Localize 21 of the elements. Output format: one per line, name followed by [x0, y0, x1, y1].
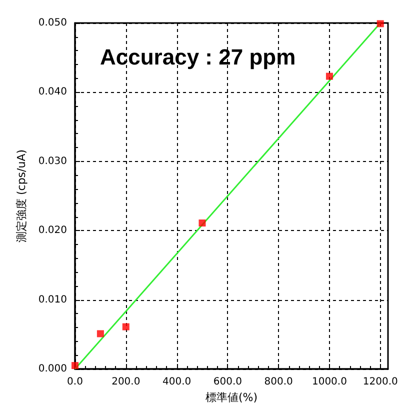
y-tick-label: 0.020 — [38, 225, 67, 236]
x-tick-label: 200.0 — [112, 376, 140, 388]
x-tick-label: 1000.0 — [312, 376, 347, 388]
y-axis-title: 測定強度 (cps/uA) — [15, 149, 28, 243]
x-tick-label: 400.0 — [162, 376, 192, 388]
x-tick-label: 600.0 — [213, 376, 242, 388]
y-tick-label: 0.040 — [38, 86, 67, 98]
annotation: Accuracy : 27 ppm — [100, 44, 296, 70]
x-tick-label: 1200.0 — [362, 376, 398, 388]
point — [198, 219, 206, 226]
point — [376, 20, 384, 28]
y-tick-label: 0.030 — [38, 156, 67, 167]
x-tick-label: 0.0 — [67, 376, 83, 388]
point — [122, 323, 130, 330]
point — [96, 330, 104, 338]
y-tick-label: 0.010 — [38, 294, 67, 306]
y-tick-label: 0.000 — [38, 364, 67, 374]
point — [326, 72, 333, 80]
x-axis-title: 標準値(%) — [205, 390, 258, 404]
y-tick-label: 0.050 — [38, 18, 67, 28]
x-tick-label: 800.0 — [264, 376, 293, 388]
